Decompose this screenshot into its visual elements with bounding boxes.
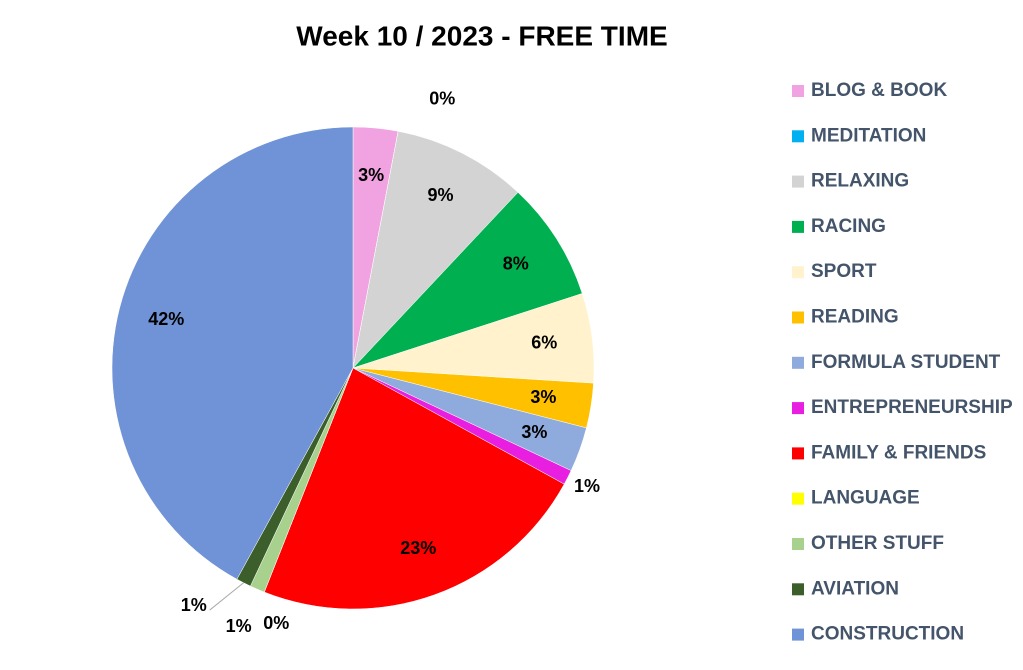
legend-swatch [792,311,804,324]
pie-slice [111,126,354,580]
leader-line [209,582,244,611]
legend-swatch [792,266,804,279]
legend-swatch [792,447,804,460]
pie-slice [352,191,583,369]
legend-swatch [792,628,804,641]
legend-label: ENTREPRENEURSHIP [811,397,1013,418]
data-label: 1% [226,616,252,636]
data-label: 23% [400,538,436,558]
data-label: 1% [574,476,600,496]
legend-swatch [792,356,804,369]
pie-slice [352,130,519,369]
legend-label: RACING [811,216,886,237]
legend-swatch [792,220,804,233]
data-label: 42% [148,309,184,329]
data-label: 8% [503,253,529,273]
data-label: 3% [530,387,556,407]
legend-label: FAMILY & FRIENDS [811,442,986,463]
data-label: 0% [263,613,289,633]
legend-swatch [792,130,804,143]
legend-swatch [792,402,804,415]
data-label: 1% [181,595,207,615]
pie-slice [263,367,565,610]
data-label: 0% [429,89,455,109]
legend-label: AVIATION [811,578,899,599]
legend-label: BLOG & BOOK [811,80,947,101]
data-label: 3% [521,422,547,442]
legend-swatch [792,538,804,550]
chart-title: Week 10 / 2023 - FREE TIME [296,20,667,51]
data-label: 6% [531,333,557,353]
legend-label: MEDITATION [811,125,926,146]
legend-label: FORMULA STUDENT [811,352,1001,373]
legend-label: RELAXING [811,171,909,192]
legend-swatch [792,583,804,596]
legend-label: OTHER STUFF [811,533,944,554]
data-label: 3% [358,165,384,185]
legend-label: SPORT [811,261,877,282]
legend-label: LANGUAGE [811,488,920,509]
legend-swatch [792,85,804,97]
legend-label: CONSTRUCTION [811,624,964,645]
legend-swatch [792,175,804,188]
legend-label: READING [811,307,899,328]
legend-swatch [792,492,804,505]
data-label: 9% [428,185,454,205]
